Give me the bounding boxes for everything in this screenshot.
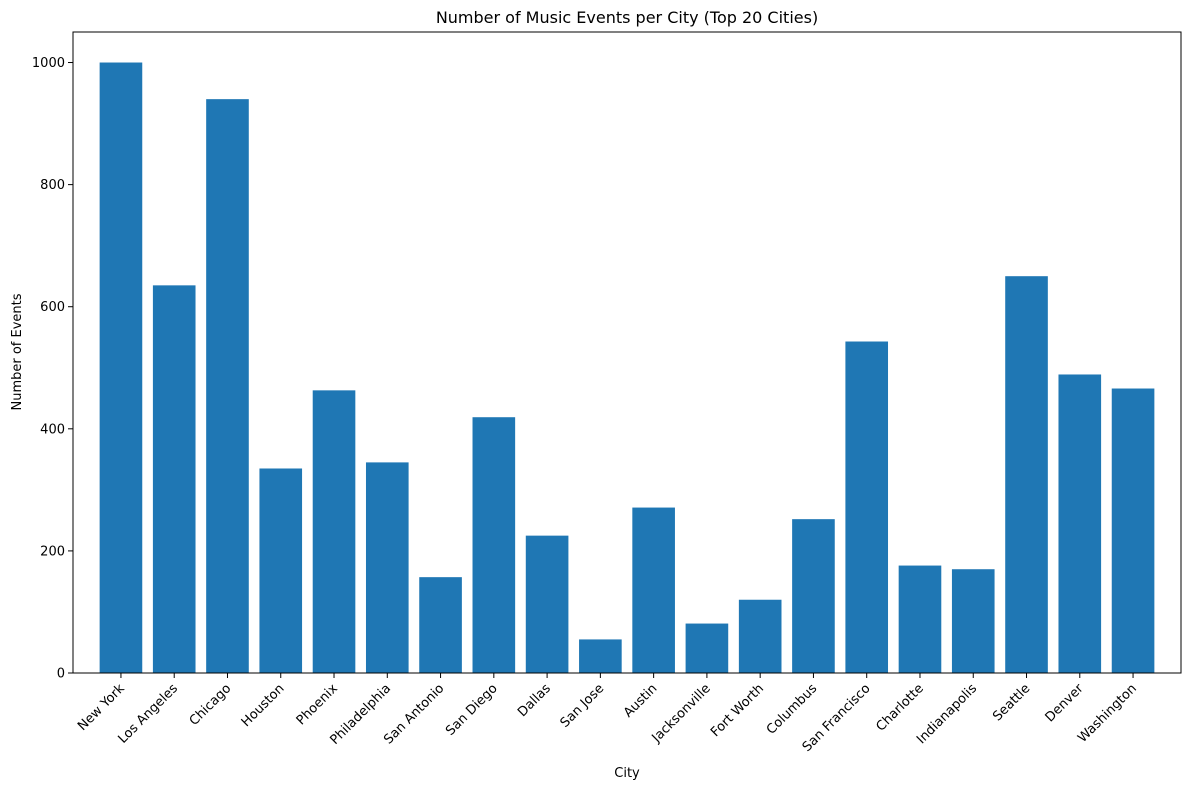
- bar-san-antonio: [419, 577, 462, 673]
- bar-columbus: [792, 519, 835, 673]
- x-tick-label: San Jose: [558, 681, 608, 731]
- y-tick-label: 800: [40, 178, 65, 193]
- bar-washington: [1111, 388, 1155, 673]
- bar-charlotte: [898, 565, 942, 673]
- y-tick-label: 400: [40, 422, 65, 437]
- chart-title: Number of Music Events per City (Top 20 …: [436, 8, 818, 27]
- x-tick-label: Denver: [1043, 681, 1088, 726]
- x-tick-label: New York: [75, 681, 128, 734]
- bar-seattle: [1005, 276, 1048, 673]
- x-tick-label: Charlotte: [874, 681, 927, 734]
- y-axis-label: Number of Events: [10, 293, 25, 410]
- y-tick-label: 600: [40, 300, 65, 315]
- bar-fort-worth: [738, 599, 782, 673]
- x-tick-label: Seattle: [990, 681, 1033, 724]
- y-tick-label: 0: [57, 667, 65, 682]
- bar-denver: [1058, 374, 1102, 673]
- x-tick-label: Fort Worth: [708, 681, 767, 740]
- bar-san-diego: [472, 417, 516, 673]
- bar-jacksonville: [685, 623, 729, 673]
- bar-san-francisco: [845, 341, 889, 673]
- bar-los-angeles: [152, 285, 196, 673]
- y-tick-label: 1000: [32, 56, 65, 71]
- bar-dallas: [525, 535, 569, 673]
- bar-san-jose: [579, 639, 622, 673]
- plot-frame: [72, 31, 1182, 674]
- bar-houston: [259, 468, 303, 673]
- y-axis-ticks: 0 200 400 600 800 1000: [32, 56, 73, 682]
- x-tick-label: San Diego: [443, 681, 501, 739]
- bar-new-york: [99, 62, 143, 673]
- x-axis-label: City: [614, 766, 640, 781]
- x-tick-label: Austin: [621, 681, 660, 720]
- bars-group: [99, 62, 1155, 673]
- x-tick-label: Houston: [239, 681, 288, 730]
- y-tick-label: 200: [40, 544, 65, 559]
- x-tick-label: Dallas: [515, 681, 554, 720]
- x-tick-label: Chicago: [187, 681, 235, 729]
- bar-austin: [632, 507, 675, 673]
- x-tick-label: Columbus: [764, 681, 821, 738]
- bar-philadelphia: [365, 462, 409, 673]
- x-tick-label: Phoenix: [294, 681, 341, 728]
- bar-indianapolis: [951, 569, 995, 673]
- bar-phoenix: [312, 390, 356, 673]
- bar-chicago: [206, 99, 249, 673]
